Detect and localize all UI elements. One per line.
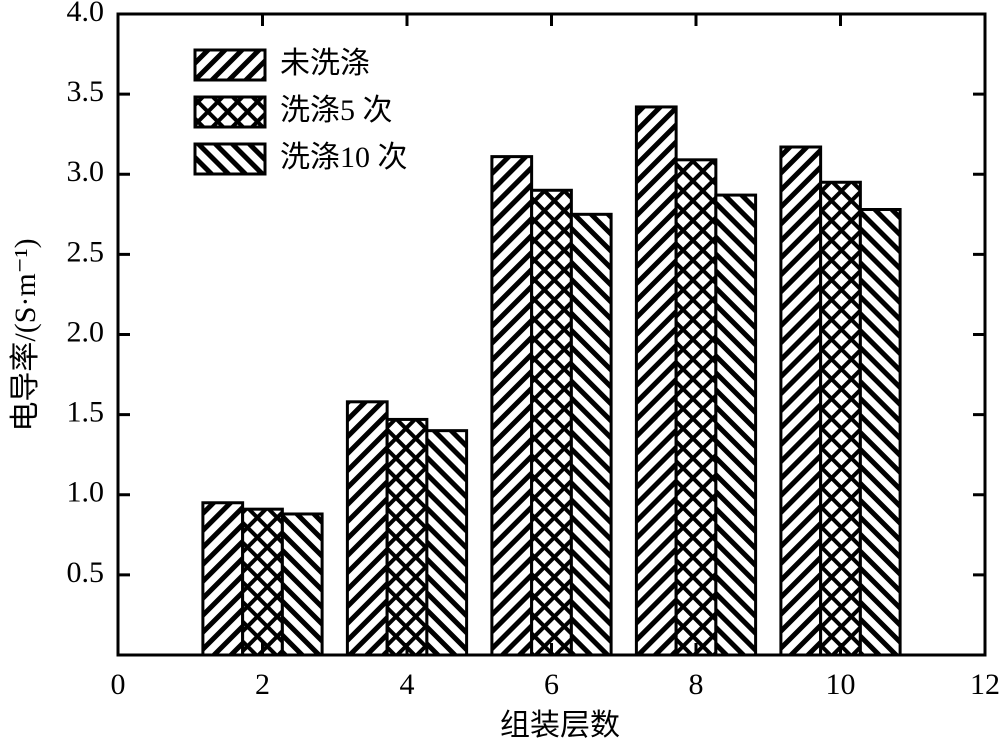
bar [819,180,862,657]
legend-label: 未洗涤 [280,47,370,80]
x-tick-label: 0 [111,668,126,701]
bar [241,507,284,657]
x-tick-label: 2 [255,668,270,701]
bar [714,193,758,657]
x-tick-label: 12 [970,668,1000,701]
x-tick-label: 6 [544,668,559,701]
bar [569,212,613,657]
x-axis-label: 组装层数 [500,709,620,742]
legend-swatch [193,95,267,129]
y-tick-label: 0.5 [67,556,105,589]
x-tick-label: 8 [689,668,704,701]
legend-swatch [193,142,267,176]
legend-label: 洗涤10 次 [280,141,408,174]
bar [201,501,245,657]
y-axis-label: 电导率/(S·m⁻¹) [9,238,42,431]
y-tick-label: 2.5 [67,235,105,268]
bar [385,417,429,657]
bar [425,429,469,657]
bar [674,158,718,657]
bar [530,188,573,657]
y-tick-label: 1.0 [67,476,105,509]
bar [779,145,823,657]
y-tick-label: 4.0 [67,0,105,28]
bar [490,155,534,657]
x-tick-label: 10 [826,668,856,701]
y-tick-label: 2.0 [67,315,105,348]
bar [634,105,678,657]
y-tick-label: 3.0 [67,155,105,188]
bar [345,400,389,657]
y-tick-label: 1.5 [67,396,105,429]
bar [280,512,324,657]
y-tick-label: 3.5 [67,75,105,108]
x-tick-label: 4 [400,668,415,701]
legend-label: 洗涤5 次 [280,94,393,127]
bar [858,208,902,657]
legend-swatch [193,48,267,82]
